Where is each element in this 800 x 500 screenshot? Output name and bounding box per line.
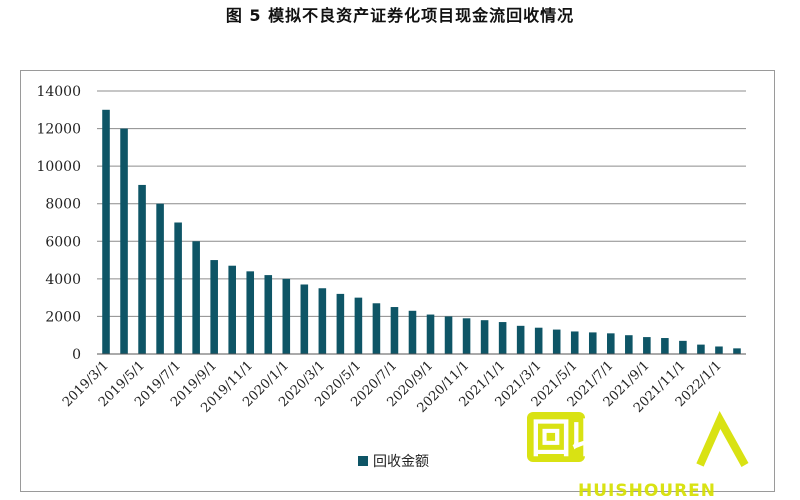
bar [390,307,399,354]
y-axis-ticks: 0 2000 4000 6000 8000 10000 12000 14000 [36,84,81,363]
bar [210,260,218,354]
bar [174,222,182,354]
bar [733,348,741,354]
y-tick-label: 10000 [36,159,81,175]
legend-swatch [358,456,368,466]
y-tick-label: 4000 [45,272,81,288]
y-tick-label: 12000 [36,122,81,138]
bar [552,329,561,354]
y-tick-label: 0 [72,347,81,363]
bar [408,310,417,354]
bar [372,303,381,354]
watermark-text: 回收 [531,416,611,462]
bar [336,293,345,354]
bar [138,184,146,354]
bar [570,331,579,354]
chart-frame [20,70,775,492]
watermark-subtext: HUISHOUREN [578,481,716,500]
bar [498,322,507,354]
bar [300,284,309,354]
bar [354,297,363,354]
bar [462,318,471,354]
bar [228,265,236,354]
bar [534,327,543,354]
bar [192,241,200,354]
bar [679,340,687,354]
bar [318,288,327,354]
bar [120,128,128,354]
legend-label: 回收金额 [373,454,429,470]
bar [588,332,597,354]
chart-title: 图 5 模拟不良资产证券化项目现金流回收情况 [225,6,575,25]
bar [516,325,525,354]
bar-series [102,109,741,354]
y-tick-label: 8000 [45,197,81,213]
gridlines [97,90,746,317]
y-tick-label: 6000 [45,234,81,250]
legend: 回收金额 [358,454,429,470]
bar [715,346,723,354]
bar [102,109,110,354]
bar [156,203,164,354]
bar [697,344,705,354]
bar [264,275,273,354]
bar [444,316,453,354]
bar [282,278,291,354]
watermark-peak-icon [696,411,749,467]
y-tick-label: 14000 [36,84,81,100]
bar [246,271,255,354]
watermark-logo: 回收 HUISHOUREN [527,411,749,500]
bar [480,320,489,354]
bar [643,337,651,354]
bar [426,314,435,354]
watermark-block [527,412,585,462]
bar [661,338,669,354]
y-tick-label: 2000 [45,309,81,325]
bar [607,333,615,354]
bar [625,335,633,354]
x-axis-ticks: 2019/3/12019/5/12019/7/12019/9/12019/11/… [60,358,725,416]
